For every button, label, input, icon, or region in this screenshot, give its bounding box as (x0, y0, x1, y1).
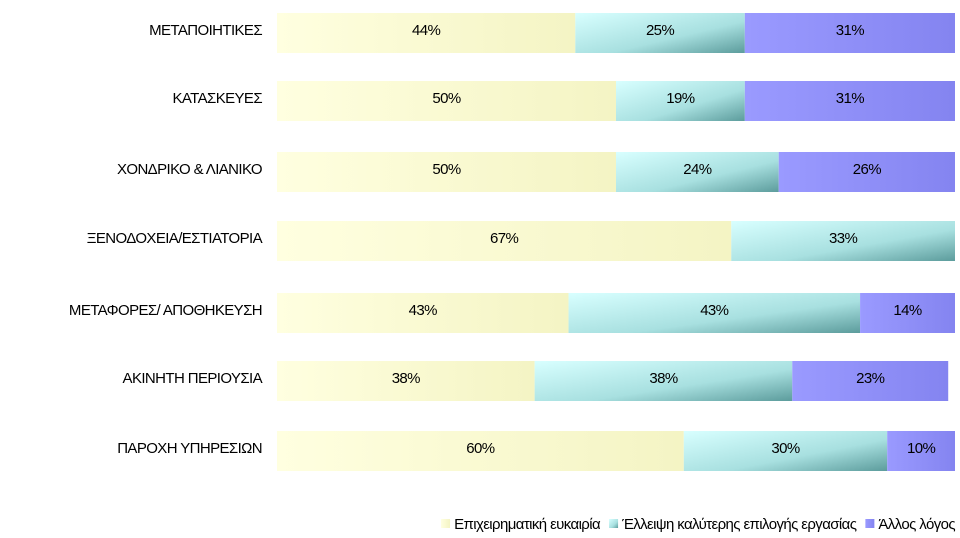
bar-segment (616, 81, 745, 121)
category-label: ΞΕΝΟΔΟΧΕΙΑ/ΕΣΤΙΑΤΟΡΙΑ (87, 230, 263, 247)
bar-segment (792, 361, 949, 401)
value-label: 31% (836, 90, 864, 107)
bar-segment (887, 431, 955, 471)
value-label: 60% (466, 440, 494, 457)
legend-label: Άλλος λόγος (878, 516, 955, 533)
value-label: 50% (432, 161, 460, 178)
category-label: ΜΕΤΑΦΟΡΕΣ/ ΑΠΟΘΗΚΕΥΣΗ (69, 302, 262, 319)
category-label: ΧΟΝΔΡΙΚΟ & ΛΙΑΝΙΚΟ (117, 161, 262, 178)
legend-label: Επιχειρηματική ευκαιρία (454, 516, 601, 533)
bar-segment (744, 13, 955, 53)
category-label: ΜΕΤΑΠΟΙΗΤΙΚΕΣ (149, 22, 262, 39)
bar-segment (744, 81, 955, 121)
bar-segment (277, 221, 732, 261)
category-label: ΠΑΡΟΧΗ ΥΠΗΡΕΣΙΩΝ (117, 440, 262, 457)
bar-segment (575, 13, 745, 53)
bar-segment (616, 152, 779, 192)
value-label: 19% (666, 90, 694, 107)
value-label: 43% (700, 302, 728, 319)
legend-swatch (609, 519, 619, 528)
value-label: 33% (829, 230, 857, 247)
legend-swatch (441, 519, 451, 528)
value-label: 30% (771, 440, 799, 457)
value-label: 25% (646, 22, 674, 39)
value-label: 23% (856, 370, 884, 387)
value-label: 31% (836, 22, 864, 39)
bar-segment (277, 81, 616, 121)
value-label: 24% (683, 161, 711, 178)
value-label: 67% (490, 230, 518, 247)
bar-segment (277, 431, 684, 471)
bar-segment (778, 152, 955, 192)
bar-segment (277, 293, 569, 333)
value-label: 10% (907, 440, 935, 457)
bar-segment (534, 361, 793, 401)
bar-segment (683, 431, 888, 471)
bar-segment (277, 361, 535, 401)
value-label: 14% (893, 302, 921, 319)
bar-segment (731, 221, 955, 261)
legend-swatch (865, 519, 875, 528)
value-label: 44% (412, 22, 440, 39)
category-label: ΚΑΤΑΣΚΕΥΕΣ (172, 90, 262, 107)
value-label: 50% (432, 90, 460, 107)
category-label: ΑΚΙΝΗΤΗ ΠΕΡΙΟΥΣΙΑ (123, 370, 263, 387)
bar-segment (860, 293, 955, 333)
bar-segment (568, 293, 861, 333)
bar-segment (277, 13, 576, 53)
value-label: 38% (649, 370, 677, 387)
value-label: 43% (409, 302, 437, 319)
value-label: 26% (853, 161, 881, 178)
value-label: 38% (392, 370, 420, 387)
legend-label: Έλλειψη καλύτερης επιλογής εργασίας (621, 516, 857, 533)
bar-segment (277, 152, 616, 192)
